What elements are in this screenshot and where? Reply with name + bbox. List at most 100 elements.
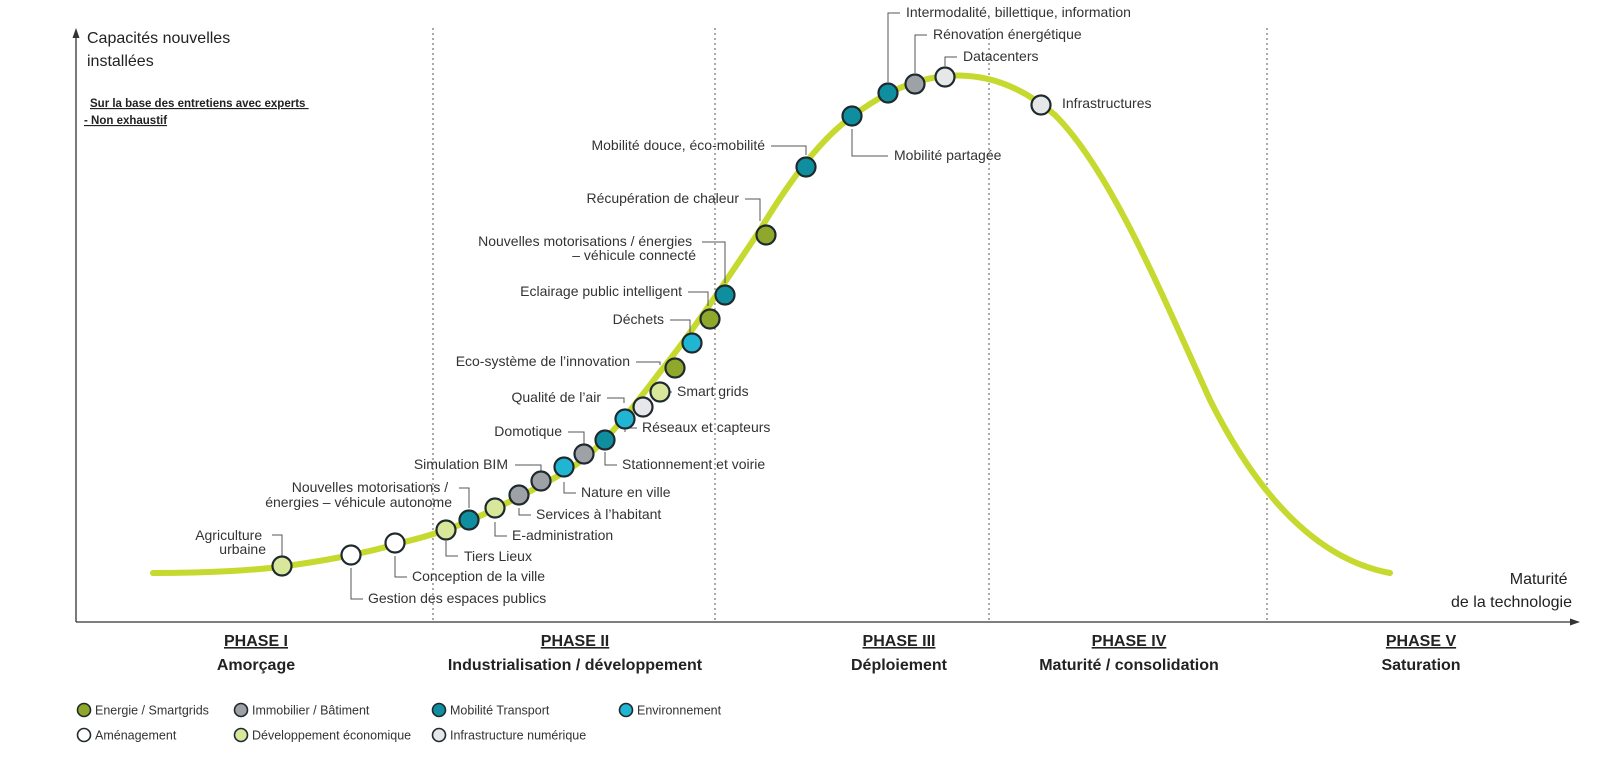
point-label: Services à l’habitant bbox=[536, 506, 661, 522]
x-axis-title-line: de la technologie bbox=[1451, 594, 1572, 611]
technology-marker bbox=[877, 82, 899, 104]
phase-subtitle: Saturation bbox=[1381, 657, 1460, 674]
leader-line bbox=[887, 12, 900, 82]
phase-name: PHASE IV bbox=[1092, 633, 1167, 650]
point-label-line: Infrastructures bbox=[1062, 95, 1151, 111]
legend-item: Aménagement bbox=[76, 727, 177, 743]
legend-swatch bbox=[76, 727, 92, 743]
point-label-line: Récupération de chaleur bbox=[586, 190, 739, 206]
technology-marker bbox=[699, 308, 721, 330]
point-label-line: Rénovation énergétique bbox=[933, 26, 1082, 42]
legend-item: Mobilité Transport bbox=[431, 702, 550, 718]
point-label-line: Intermodalité, billettique, information bbox=[906, 4, 1131, 20]
leader-line bbox=[914, 34, 927, 73]
leader-line bbox=[607, 397, 625, 403]
legend-item: Environnement bbox=[618, 702, 722, 718]
technology-marker bbox=[755, 224, 777, 246]
legend-label: Infrastructure numérique bbox=[450, 729, 586, 743]
point-label-line: Nouvelles motorisations / énergies bbox=[478, 233, 692, 249]
leader-line bbox=[944, 56, 957, 66]
point-label-line: Eco-système de l’innovation bbox=[456, 353, 630, 369]
phase-name: PHASE II bbox=[541, 633, 609, 650]
leader-line bbox=[459, 487, 470, 508]
leader-line bbox=[702, 241, 726, 283]
technology-marker bbox=[649, 381, 671, 403]
point-label: Intermodalité, billettique, information bbox=[906, 4, 1131, 20]
technology-marker bbox=[714, 284, 736, 306]
technology-marker bbox=[530, 470, 552, 492]
phase-name: PHASE III bbox=[863, 633, 936, 650]
point-label-line: Mobilité partagée bbox=[894, 147, 1002, 163]
point-label: Qualité de l’air bbox=[512, 389, 602, 405]
leader-line bbox=[445, 541, 458, 557]
technology-marker bbox=[384, 532, 406, 554]
phase-3: PHASE III Déploiement bbox=[851, 633, 948, 674]
point-label-line: Mobilité douce, éco-mobilité bbox=[591, 137, 765, 153]
phase-subtitle: Amorçage bbox=[217, 657, 295, 674]
leader-line bbox=[670, 319, 691, 334]
technology-marker bbox=[934, 66, 956, 88]
point-label: Mobilité douce, éco-mobilité bbox=[591, 137, 765, 153]
point-label: Nouvelles motorisations / énergies – véh… bbox=[265, 479, 452, 510]
point-label-line: Nouvelles motorisations / bbox=[292, 479, 449, 495]
point-label-line: urbaine bbox=[219, 541, 266, 557]
x-axis-arrow bbox=[1570, 618, 1580, 626]
point-label-line: Stationnement et voirie bbox=[622, 456, 765, 472]
leader-line bbox=[394, 556, 407, 578]
technology-marker bbox=[614, 408, 636, 430]
point-label: Nature en ville bbox=[581, 484, 671, 500]
phase-subtitle: Maturité / consolidation bbox=[1039, 657, 1219, 674]
point-label: Stationnement et voirie bbox=[622, 456, 765, 472]
point-label-line: Simulation BIM bbox=[414, 456, 508, 472]
phase-1: PHASE I Amorçage bbox=[217, 633, 295, 674]
leader-line bbox=[745, 198, 761, 221]
leader-line bbox=[688, 291, 709, 306]
point-label: Domotique bbox=[494, 423, 562, 439]
y-axis-title-line: installées bbox=[87, 53, 154, 70]
leader-line bbox=[568, 431, 585, 447]
technology-marker bbox=[594, 429, 616, 451]
leader-line bbox=[604, 452, 617, 466]
point-label: Datacenters bbox=[963, 48, 1038, 64]
point-label: E-administration bbox=[512, 527, 613, 543]
point-label-line: Agriculture bbox=[195, 527, 262, 543]
technology-marker bbox=[632, 396, 654, 418]
technology-marker bbox=[508, 484, 530, 506]
legend-label: Mobilité Transport bbox=[450, 704, 550, 718]
point-label: Réseaux et capteurs bbox=[642, 419, 770, 435]
phase-4: PHASE IV Maturité / consolidation bbox=[1039, 633, 1219, 674]
leader-line bbox=[851, 129, 888, 157]
leader-line bbox=[518, 508, 531, 516]
legend-swatch bbox=[76, 702, 92, 718]
leader-line bbox=[350, 568, 363, 600]
point-label-line: Gestion des espaces publics bbox=[368, 590, 546, 606]
technology-marker bbox=[435, 519, 457, 541]
technology-marker bbox=[681, 332, 703, 354]
phase-labels: PHASE I Amorçage PHASE II Industrialisat… bbox=[217, 633, 1461, 674]
point-label-line: Conception de la ville bbox=[412, 568, 545, 584]
phase-name: PHASE I bbox=[224, 633, 288, 650]
point-label: Conception de la ville bbox=[412, 568, 545, 584]
leader-line bbox=[494, 522, 507, 537]
legend-label: Immobilier / Bâtiment bbox=[252, 704, 370, 718]
technology-marker bbox=[484, 497, 506, 519]
axes bbox=[72, 28, 1580, 626]
legend-swatch bbox=[431, 727, 447, 743]
technology-marker bbox=[841, 105, 863, 127]
legend-label: Energie / Smartgrids bbox=[95, 704, 209, 718]
legend: Energie / Smartgrids Immobilier / Bâtimen… bbox=[76, 702, 722, 743]
point-label: Smart grids bbox=[677, 383, 749, 399]
point-label-line: Tiers Lieux bbox=[464, 548, 532, 564]
point-label-line: E-administration bbox=[512, 527, 613, 543]
technology-markers bbox=[271, 66, 1052, 577]
technology-marker bbox=[340, 544, 362, 566]
legend-label: Environnement bbox=[637, 704, 722, 718]
technology-marker bbox=[1030, 94, 1052, 116]
point-label-line: Services à l’habitant bbox=[536, 506, 661, 522]
leader-line bbox=[563, 482, 576, 494]
leader-line bbox=[771, 145, 807, 155]
point-label: Eco-système de l’innovation bbox=[456, 353, 630, 369]
y-axis-title-line: Capacités nouvelles bbox=[87, 30, 230, 47]
technology-marker bbox=[458, 509, 480, 531]
